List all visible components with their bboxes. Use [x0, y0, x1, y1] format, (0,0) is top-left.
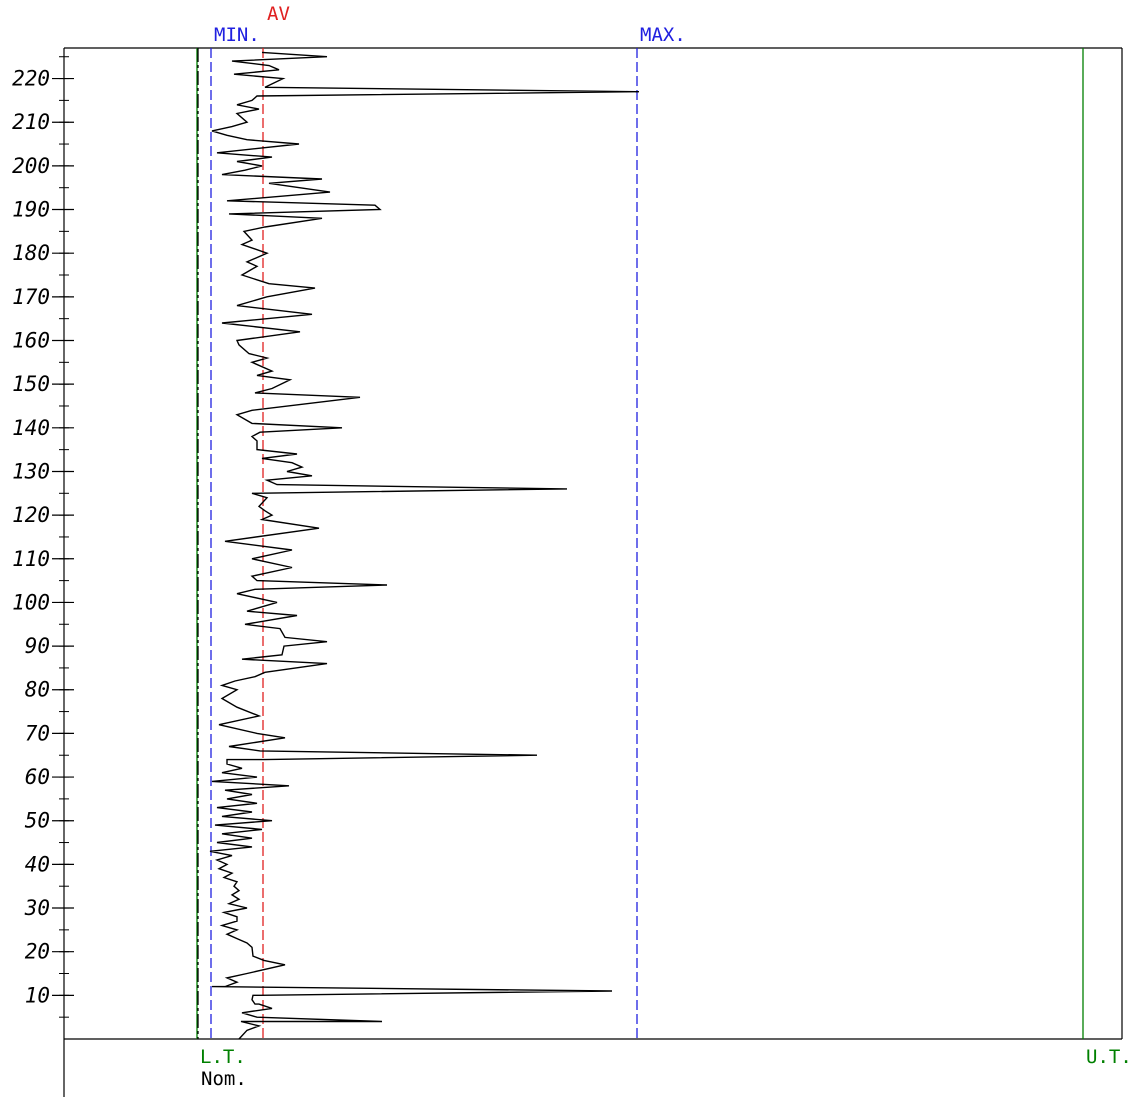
y-tick-label: 50	[25, 809, 50, 833]
series-layer	[209, 51, 640, 1040]
y-tick-label: 100	[12, 590, 50, 614]
y-tick-label: 190	[12, 198, 50, 222]
series-line	[209, 51, 640, 1040]
y-axis: 10 20 30 40 50 60 70 80 90 100 110 120 130 140 150 160 1…	[12, 56, 74, 1018]
y-tick-label: 130	[12, 459, 50, 483]
y-tick-label: 90	[25, 634, 50, 658]
lt-label: L.T.	[200, 1046, 246, 1068]
reference-lines	[196, 48, 1084, 1039]
y-tick-label: 20	[25, 940, 50, 964]
min-label: MIN.	[214, 24, 260, 46]
y-tick-label: 200	[12, 154, 50, 178]
y-tick-label: 150	[12, 372, 50, 396]
plot-frame	[63, 47, 1123, 1097]
av-label: AV	[267, 3, 290, 25]
y-tick-label: 140	[12, 416, 50, 440]
y-tick-label: 80	[25, 678, 50, 702]
y-tick-label: 160	[12, 328, 50, 352]
y-tick-label: 110	[12, 547, 50, 571]
y-tick-label: 220	[12, 67, 50, 91]
y-tick-label: 120	[12, 503, 50, 527]
y-tick-label: 70	[25, 721, 50, 745]
ut-label: U.T.	[1086, 1046, 1132, 1068]
y-tick-label: 30	[24, 896, 50, 920]
nom-label: Nom.	[201, 1068, 247, 1090]
y-tick-label: 40	[25, 852, 50, 876]
y-tick-label: 180	[12, 241, 50, 265]
max-label: MAX.	[640, 24, 686, 46]
y-tick-label: 60	[25, 765, 50, 789]
y-tick-label: 210	[12, 110, 50, 134]
y-tick-label: 10	[25, 983, 50, 1007]
y-tick-label: 170	[12, 285, 50, 309]
reference-labels: L.T.Nom. MIN. AV MAX. U.T.	[200, 3, 1132, 1090]
